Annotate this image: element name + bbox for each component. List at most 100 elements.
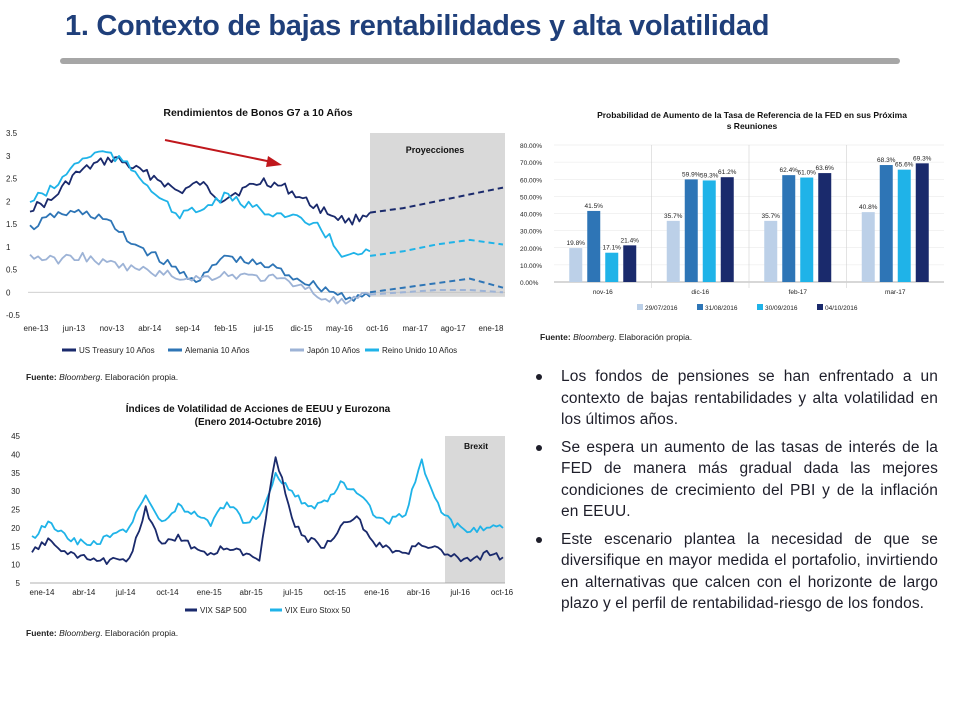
volatility-chart: Índices de Volatilidad de Acciones de EE…: [0, 398, 515, 618]
bar-value-label: 62.4%: [780, 167, 799, 174]
source-name: Bloomberg: [59, 372, 101, 382]
fed-probability-chart: Probabilidad de Aumento de la Tasa de Re…: [512, 100, 952, 325]
x-tick-label: jun-13: [62, 324, 86, 333]
x-tick-label: jul-16: [449, 588, 470, 597]
bar: [702, 180, 716, 282]
bar-value-label: 41.5%: [585, 203, 604, 210]
legend-label-4: Reino Unido 10 Años: [382, 346, 457, 355]
bar: [764, 220, 778, 282]
series-line-2: [31, 458, 504, 547]
legend-label-4: 04/10/2016: [825, 305, 858, 312]
bar-value-label: 19.8%: [567, 240, 586, 247]
source-note-volatility: Fuente: Bloomberg. Elaboración propia.: [26, 628, 178, 638]
category-label: feb-17: [789, 289, 808, 296]
series-projection-4: [369, 238, 504, 257]
source-label: Fuente:: [26, 628, 60, 638]
legend-swatch-4: [817, 304, 823, 310]
x-tick-label: jul-15: [282, 588, 303, 597]
x-tick-label: ene-18: [479, 324, 504, 333]
legend-swatch-3: [757, 304, 763, 310]
bullet-list: Los fondos de pensiones se han enfrentad…: [536, 366, 938, 621]
bar-value-label: 63.6%: [816, 165, 835, 172]
source-note-bond-yields: Fuente: Bloomberg. Elaboración propia.: [26, 372, 178, 382]
bar-value-label: 21.4%: [621, 237, 640, 244]
source-note-fed: Fuente: Bloomberg. Elaboración propia.: [540, 332, 692, 342]
bullet-item: Se espera un aumento de las tasas de int…: [536, 437, 938, 523]
series-line-2: [29, 208, 371, 302]
x-tick-label: abr-14: [72, 588, 96, 597]
chart-title: Índices de Volatilidad de Acciones de EE…: [126, 402, 391, 415]
x-tick-label: oct-16: [491, 588, 514, 597]
chart-title-line-2: s Reuniones: [727, 121, 778, 131]
source-label: Fuente:: [540, 332, 574, 342]
y-tick-label: 0.00%: [520, 280, 539, 287]
bar: [782, 175, 796, 282]
y-tick-label: 5: [16, 579, 21, 588]
x-tick-label: nov-13: [100, 324, 125, 333]
legend-label-1: US Treasury 10 Años: [79, 346, 155, 355]
x-tick-label: abr-14: [138, 324, 162, 333]
bar: [861, 212, 875, 282]
bar: [684, 179, 698, 282]
bar: [569, 248, 583, 282]
y-tick-label: 10: [11, 561, 20, 570]
x-tick-label: dic-15: [291, 324, 313, 333]
trend-arrow-line: [164, 139, 273, 163]
series-projection-3: [369, 289, 504, 296]
legend-swatch-1: [637, 304, 643, 310]
source-label: Fuente:: [26, 372, 60, 382]
legend-swatch-2: [697, 304, 703, 310]
y-tick-label: 80.00%: [520, 143, 542, 150]
y-tick-label: -0.5: [6, 311, 20, 320]
title-divider: [60, 58, 900, 64]
x-tick-label: sep-14: [175, 324, 200, 333]
x-tick-label: may-16: [326, 324, 353, 333]
bar: [897, 169, 911, 282]
x-tick-label: oct-16: [366, 324, 389, 333]
y-tick-label: 1.5: [6, 220, 18, 229]
bar: [818, 173, 832, 282]
y-tick-label: 45: [11, 432, 20, 441]
bar: [800, 177, 814, 282]
source-name: Bloomberg: [573, 332, 615, 342]
y-tick-label: 70.00%: [520, 160, 542, 167]
y-tick-label: 35: [11, 469, 20, 478]
source-rest: . Elaboración propia.: [100, 372, 179, 382]
y-tick-label: 15: [11, 542, 20, 551]
bar: [587, 210, 601, 282]
y-tick-label: 50.00%: [520, 194, 542, 201]
bar-value-label: 61.0%: [798, 170, 817, 177]
y-tick-label: 3.5: [6, 129, 18, 138]
bar: [879, 165, 893, 282]
x-tick-label: ene-14: [30, 588, 55, 597]
brexit-label: Brexit: [464, 441, 488, 451]
bullet-item: Este escenario plantea la necesidad de q…: [536, 529, 938, 615]
brexit-shade: [445, 436, 505, 583]
legend-label-3: 30/09/2016: [765, 305, 798, 312]
legend-label-1: VIX S&P 500: [200, 606, 247, 615]
category-label: mar-17: [885, 289, 906, 296]
bar-value-label: 68.3%: [877, 157, 896, 164]
y-tick-label: 40.00%: [520, 212, 542, 219]
y-tick-label: 2.5: [6, 175, 18, 184]
source-rest: . Elaboración propia.: [100, 628, 179, 638]
bar: [666, 220, 680, 282]
bar: [915, 163, 929, 282]
series-projection-2: [369, 277, 504, 294]
fed-probability-chart-svg: Probabilidad de Aumento de la Tasa de Re…: [520, 110, 944, 312]
chart-subtitle: (Enero 2014-Octubre 2016): [195, 417, 322, 428]
y-tick-label: 20.00%: [520, 246, 542, 253]
x-tick-label: oct-14: [156, 588, 179, 597]
bar: [623, 245, 637, 282]
x-tick-label: jul-14: [115, 588, 136, 597]
bar-value-label: 35.7%: [664, 213, 683, 220]
bar-value-label: 59.9%: [682, 171, 701, 178]
y-tick-label: 10.00%: [520, 263, 542, 270]
x-tick-label: feb-15: [214, 324, 237, 333]
trend-arrow-head: [266, 156, 282, 167]
legend-label-2: VIX Euro Stoxx 50: [285, 606, 351, 615]
category-label: nov-16: [593, 289, 613, 296]
x-tick-label: abr-15: [240, 588, 264, 597]
volatility-chart-svg: Índices de Volatilidad de Acciones de EE…: [11, 402, 514, 615]
series-line-1: [31, 456, 504, 565]
